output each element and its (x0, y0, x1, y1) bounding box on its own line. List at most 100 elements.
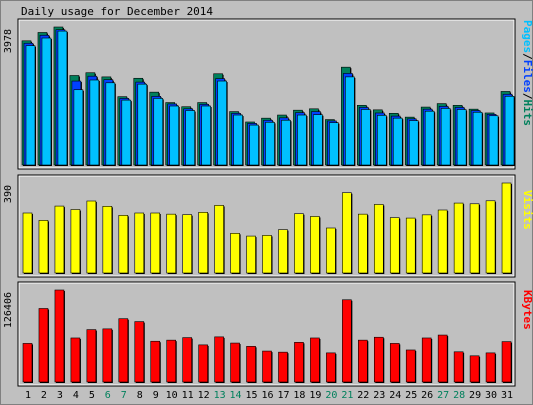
visits-bar-22 (358, 213, 368, 274)
kbytes-bar-1 (22, 343, 33, 383)
pages-bar-19 (313, 114, 323, 166)
pages-bar-3 (57, 30, 68, 166)
visits-bar-18 (294, 213, 304, 274)
pages-files-hits-panel: 3978 Pages/Files/Hits (3, 18, 533, 170)
kbytes-bar-18 (294, 342, 304, 383)
day-label-21: 21 (341, 390, 353, 401)
day-label-14: 14 (230, 390, 242, 401)
pages-bar-9 (153, 98, 164, 166)
visits-bar-29 (469, 203, 480, 274)
day-label-10: 10 (166, 390, 178, 401)
day-label-24: 24 (389, 390, 401, 401)
visits-bar-1 (22, 212, 33, 274)
pages-bar-11 (185, 110, 195, 166)
visits-bar-10 (166, 213, 177, 274)
visits-bar-2 (38, 220, 49, 274)
pages-bar-8 (137, 83, 148, 166)
kbytes-bar-29 (469, 355, 480, 383)
day-label-11: 11 (182, 390, 194, 401)
kbytes-bar-21 (342, 299, 352, 383)
visits-bar-28 (453, 202, 464, 274)
day-label-16: 16 (261, 390, 273, 401)
pages-bar-23 (376, 115, 387, 166)
visits-bar-13 (214, 205, 224, 274)
pages-bar-2 (41, 37, 52, 166)
kbytes-bar-19 (310, 337, 320, 383)
pages-bar-27 (440, 108, 451, 166)
pages-bar-12 (201, 105, 211, 166)
pages-bar-26 (424, 110, 435, 166)
day-label-17: 17 (277, 390, 289, 401)
day-label-5: 5 (89, 390, 95, 401)
kbytes-bar-14 (230, 342, 240, 383)
kbytes-max-label: 126406 (3, 292, 14, 328)
pages-files-hits-max-label: 3978 (3, 29, 14, 53)
day-label-8: 8 (137, 390, 143, 401)
kbytes-bar-17 (278, 351, 288, 383)
pages-bar-30 (488, 115, 499, 166)
visits-bar-14 (230, 233, 240, 274)
pages-bar-14 (233, 114, 243, 166)
day-label-28: 28 (453, 390, 465, 401)
day-label-22: 22 (357, 390, 369, 401)
day-label-7: 7 (121, 390, 127, 401)
visits-bar-6 (102, 206, 113, 274)
day-label-9: 9 (153, 390, 159, 401)
day-label-13: 13 (214, 390, 226, 401)
chart-title: Daily usage for December 2014 (21, 5, 213, 18)
visits-bar-16 (262, 235, 272, 274)
day-label-29: 29 (469, 390, 481, 401)
visits-bar-24 (389, 217, 400, 274)
kbytes-bar-25 (405, 349, 416, 383)
pages-bar-28 (456, 109, 467, 166)
visits-max-label: 390 (3, 185, 14, 203)
day-label-12: 12 (198, 390, 210, 401)
kbytes-bar-9 (150, 340, 161, 383)
kbytes-bar-12 (198, 344, 208, 383)
pages-bar-5 (89, 79, 100, 166)
day-label-23: 23 (373, 390, 385, 401)
visits-bar-30 (485, 200, 496, 274)
pages-bar-7 (121, 99, 132, 166)
visits-bar-8 (134, 212, 145, 274)
legend-part-2: Files (521, 60, 533, 93)
pages-bar-31 (504, 96, 515, 166)
pages-bar-20 (329, 122, 339, 166)
visits-bar-5 (86, 200, 97, 274)
visits-bar-20 (326, 227, 336, 274)
visits-legend: Visits (521, 190, 533, 230)
kbytes-panel: 126406 KBytes (3, 281, 533, 387)
pages-bar-16 (265, 122, 275, 166)
kbytes-bar-28 (453, 351, 464, 383)
pages-files-hits-legend: Pages/Files/Hits (521, 20, 533, 126)
kbytes-bar-2 (38, 308, 49, 383)
visits-bar-25 (405, 217, 416, 274)
legend-part-1: / (521, 53, 533, 60)
day-label-26: 26 (421, 390, 433, 401)
kbytes-bar-8 (134, 321, 145, 383)
visits-bar-4 (70, 209, 81, 274)
kbytes-bar-6 (102, 328, 113, 383)
visits-bar-12 (198, 212, 208, 274)
day-label-18: 18 (293, 390, 305, 401)
kbytes-bar-13 (214, 336, 224, 383)
legend-part-4: Hits (521, 100, 533, 127)
pages-bar-15 (249, 124, 259, 166)
visits-bar-7 (118, 215, 129, 274)
day-label-19: 19 (309, 390, 321, 401)
kbytes-bar-10 (166, 339, 177, 383)
day-label-25: 25 (405, 390, 417, 401)
visits-bar-17 (278, 229, 288, 274)
pages-bar-6 (105, 82, 116, 166)
kbytes-bar-5 (86, 329, 97, 383)
pages-bar-24 (392, 117, 403, 166)
day-label-4: 4 (73, 390, 79, 401)
day-label-31: 31 (501, 390, 513, 401)
pages-bar-21 (345, 76, 355, 166)
visits-bar-11 (182, 214, 192, 274)
visits-bar-19 (310, 216, 320, 274)
day-label-20: 20 (325, 390, 337, 401)
visits-bar-15 (246, 235, 256, 274)
kbytes-legend: KBytes (521, 290, 533, 330)
